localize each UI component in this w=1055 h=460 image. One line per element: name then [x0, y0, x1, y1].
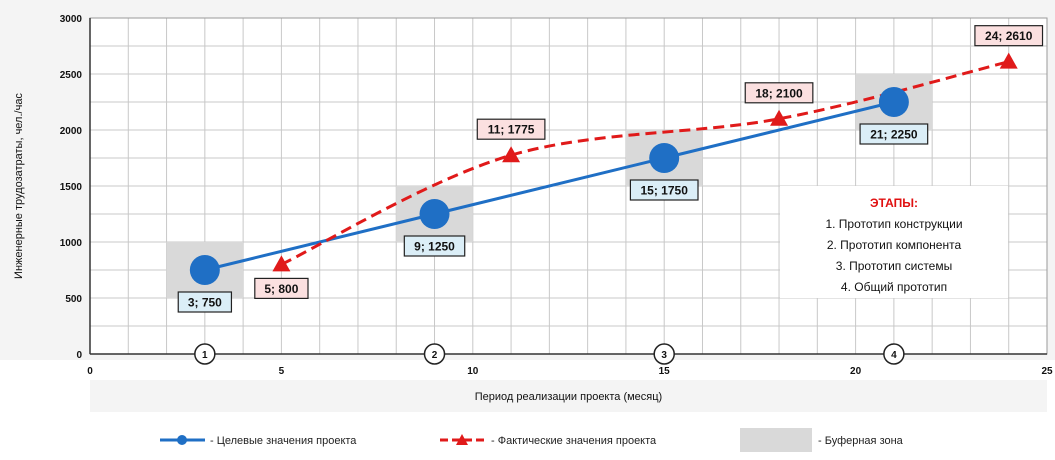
target-data-label-box: [859, 123, 929, 145]
actual-point: [272, 255, 291, 272]
y-tick-label: 1000: [60, 238, 83, 249]
actual-data-label-box: [974, 25, 1044, 47]
target-data-label-box: [403, 235, 466, 257]
x-tick-label: 15: [659, 366, 671, 377]
actual-data-label: 11; 1775: [488, 123, 535, 137]
target-data-label: 15; 1750: [641, 184, 689, 198]
milestone-circles: 1 2 3 4: [194, 343, 905, 365]
actual-data-label-box: [254, 277, 309, 299]
y-tick-label: 1500: [60, 182, 83, 193]
y-axis-label: Инженерные трудозатраты, чел./час: [13, 93, 25, 279]
target-data-label-box: [177, 291, 233, 313]
actual-data-label: 5; 800: [264, 282, 298, 296]
milestone-circle: [194, 343, 216, 365]
legend-target-marker: [177, 435, 187, 445]
target-point: [189, 255, 220, 285]
stages-panel: ЭТАПЫ: 1. Прототип конструкции 2. Протот…: [780, 186, 1008, 298]
x-tick-label: 5: [279, 366, 285, 377]
milestone-circle: [883, 343, 905, 365]
y-tick-label: 3000: [60, 14, 83, 25]
stage-item-3: 3. Прототип системы: [835, 259, 953, 273]
tick-labels: 0 5 10 15 20 25 0 500 1000 1500 2000 2500 3000: [60, 14, 1053, 377]
x-axis-label: Период реализации проекта (месяц): [475, 391, 662, 403]
x-tick-label: 25: [1041, 366, 1053, 377]
target-data-label-box: [629, 179, 699, 201]
actual-data-label: 18; 2100: [755, 86, 803, 100]
milestone-circle: [423, 343, 446, 365]
legend-buffer-swatch: [740, 428, 812, 452]
series-line-target: [204, 100, 895, 272]
legend-target-label: - Целевые значения проекта: [210, 435, 357, 447]
milestone-label: 2: [432, 350, 438, 361]
actual-point: [770, 109, 789, 126]
legend: - Целевые значения проекта - Фактические …: [160, 428, 904, 452]
actual-data-label: 24; 2610: [985, 29, 1033, 43]
series-lines: [204, 60, 1010, 272]
legend-buffer-label: - Буферная зона: [818, 435, 904, 447]
target-point: [649, 143, 680, 173]
target-data-label: 9; 1250: [414, 240, 455, 254]
x-tick-label: 0: [87, 366, 93, 377]
milestone-circle: [653, 343, 675, 365]
stage-item-4: 4. Общий прототип: [840, 280, 948, 294]
y-tick-label: 2500: [60, 70, 83, 81]
milestone-label: 1: [202, 350, 208, 361]
y-tick-label: 0: [76, 350, 82, 361]
actual-data-label-box: [744, 82, 814, 104]
y-tick-label: 2000: [60, 126, 83, 137]
stages-title: ЭТАПЫ:: [870, 196, 918, 210]
target-data-label: 21; 2250: [870, 128, 918, 142]
target-point: [419, 199, 450, 229]
data-labels: 3; 750 9; 1250 15; 1750 21; 2250 5; 800 11; 1…: [177, 25, 1044, 313]
stage-item-1: 1. Прототип конструкции: [825, 217, 963, 231]
milestone-label: 3: [661, 350, 667, 361]
x-axis-title-band: [90, 380, 1047, 412]
x-tick-label: 10: [467, 366, 479, 377]
y-tick-label: 500: [65, 294, 82, 305]
series-line-actual: [280, 60, 1010, 266]
actual-point: [999, 52, 1018, 69]
legend-actual-label: - Фактические значения проекта: [491, 435, 657, 447]
target-data-label: 3; 750: [188, 296, 222, 310]
legend-actual-marker: [456, 434, 468, 445]
x-tick-label: 20: [850, 366, 862, 377]
milestone-label: 4: [891, 350, 897, 361]
series-markers: [189, 52, 1018, 285]
target-point: [878, 87, 909, 117]
actual-point: [502, 146, 521, 163]
actual-data-label-box: [476, 118, 546, 140]
stage-item-2: 2. Прототип компонента: [826, 238, 962, 252]
